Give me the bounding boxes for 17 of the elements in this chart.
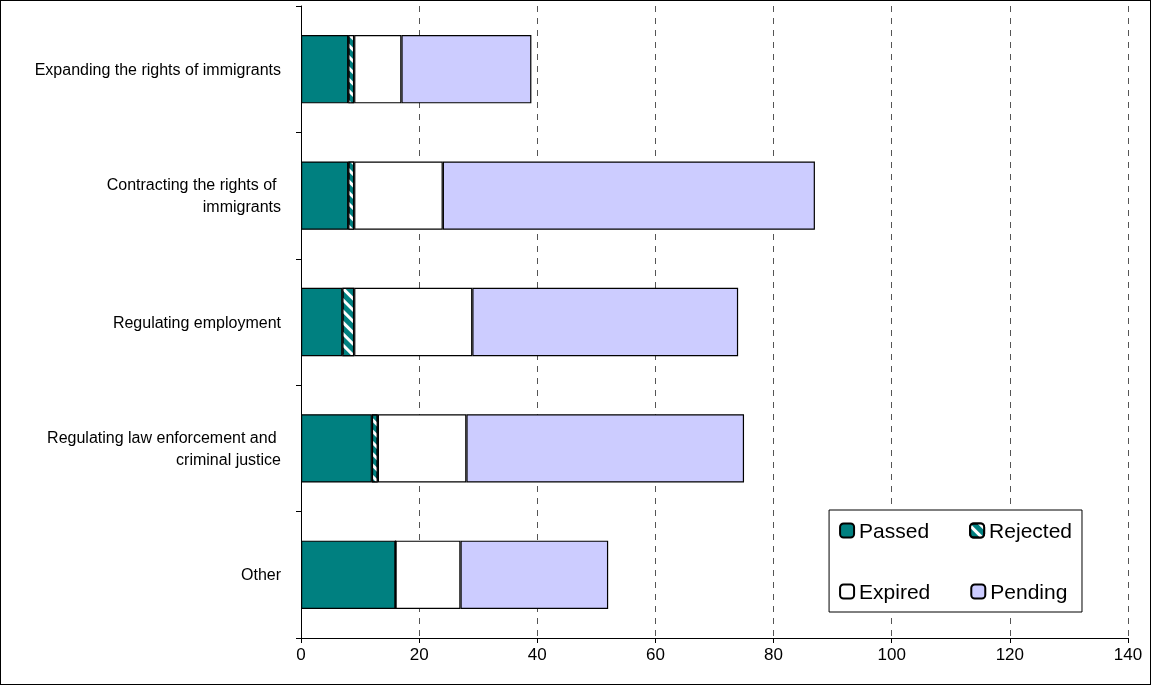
y-tick-label: Regulating employment [112, 313, 282, 331]
legend-label: Passed [859, 519, 930, 542]
y-tick-label: Regulating law enforcement and criminal justice [47, 428, 282, 468]
y-tick-label: Contracting the rights of immigrants [106, 176, 281, 216]
legend-label: Pending [990, 580, 1068, 603]
x-tick-label: 120 [995, 645, 1025, 664]
x-tick-label: 40 [527, 645, 547, 664]
y-tick-label: Other [240, 566, 282, 584]
x-tick-label: 20 [409, 645, 429, 664]
x-tick-label: 60 [645, 645, 665, 664]
legend-label: Expired [859, 580, 931, 603]
x-tick-label: 0 [296, 645, 306, 664]
x-tick-label: 80 [764, 645, 784, 664]
x-tick-label: 140 [1113, 645, 1143, 664]
legend-label: Rejected [989, 519, 1073, 542]
x-tick-label: 100 [877, 645, 906, 664]
y-tick-label: Expanding the rights of immigrants [34, 60, 281, 78]
